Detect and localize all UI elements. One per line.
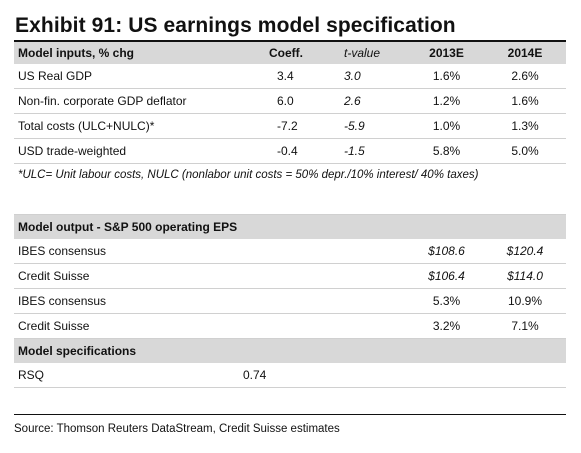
value-2013e: $108.6: [409, 239, 484, 264]
row-label: RSQ: [14, 363, 239, 388]
header-model-inputs: Model inputs, % chg: [14, 42, 239, 64]
source-note: Source: Thomson Reuters DataStream, Cred…: [14, 423, 340, 435]
section-model-specifications: Model specifications: [14, 338, 566, 363]
table-row: Non-fin. corporate GDP deflator 6.0 2.6 …: [14, 88, 566, 114]
rsq-value: 0.74: [239, 363, 314, 388]
tvalue-value: -1.5: [314, 138, 409, 164]
value-2013e: 1.6%: [409, 64, 484, 89]
coeff-value: -0.4: [239, 138, 314, 164]
section-header-row: Model output - S&P 500 operating EPS: [14, 214, 566, 239]
row-label: IBES consensus: [14, 239, 239, 264]
section-header-row: Model specifications: [14, 338, 566, 363]
row-label: Total costs (ULC+NULC)*: [14, 113, 239, 139]
value-2013e: 5.3%: [409, 288, 484, 314]
earnings-model-table: Model inputs, % chg Coeff. t-value 2013E…: [14, 42, 566, 388]
value-2013e: 1.0%: [409, 113, 484, 139]
value-2013e: $106.4: [409, 263, 484, 289]
value-2014e: 5.0%: [484, 138, 566, 164]
tvalue-value: -5.9: [314, 113, 409, 139]
row-label: US Real GDP: [14, 64, 239, 89]
value-2013e: 3.2%: [409, 313, 484, 339]
value-2014e: 2.6%: [484, 64, 566, 89]
table-row: IBES consensus $108.6 $120.4: [14, 239, 566, 264]
value-2013e: 1.2%: [409, 88, 484, 114]
row-label: USD trade-weighted: [14, 138, 239, 164]
value-2014e: 10.9%: [484, 288, 566, 314]
table-row: USD trade-weighted -0.4 -1.5 5.8% 5.0%: [14, 138, 566, 164]
table-header-row: Model inputs, % chg Coeff. t-value 2013E…: [14, 42, 566, 64]
table-row: US Real GDP 3.4 3.0 1.6% 2.6%: [14, 64, 566, 89]
table-row: RSQ 0.74: [14, 363, 566, 388]
header-2013e: 2013E: [409, 42, 484, 64]
header-tvalue: t-value: [314, 42, 409, 64]
table-row: Total costs (ULC+NULC)* -7.2 -5.9 1.0% 1…: [14, 113, 566, 139]
row-label: IBES consensus: [14, 288, 239, 314]
exhibit-title: Exhibit 91: US earnings model specificat…: [15, 14, 456, 37]
table-row: IBES consensus 5.3% 10.9%: [14, 288, 566, 314]
header-2014e: 2014E: [484, 42, 566, 64]
bottom-rule: [14, 414, 566, 415]
coeff-value: 3.4: [239, 64, 314, 89]
value-2014e: $120.4: [484, 239, 566, 264]
tvalue-value: 2.6: [314, 88, 409, 114]
value-2013e: 5.8%: [409, 138, 484, 164]
value-2014e: 1.6%: [484, 88, 566, 114]
row-label: Credit Suisse: [14, 313, 239, 339]
title-rule: [14, 40, 566, 42]
footnote-row: *ULC= Unit labour costs, NULC (nonlabor …: [14, 163, 566, 215]
tvalue-value: 3.0: [314, 64, 409, 89]
table-row: Credit Suisse $106.4 $114.0: [14, 263, 566, 289]
row-label: Non-fin. corporate GDP deflator: [14, 88, 239, 114]
value-2014e: 7.1%: [484, 313, 566, 339]
coeff-value: -7.2: [239, 113, 314, 139]
footnote-text: *ULC= Unit labour costs, NULC (nonlabor …: [14, 163, 566, 215]
value-2014e: $114.0: [484, 263, 566, 289]
exhibit: Exhibit 91: US earnings model specificat…: [14, 12, 566, 388]
table-row: Credit Suisse 3.2% 7.1%: [14, 313, 566, 339]
header-coeff: Coeff.: [239, 42, 314, 64]
section-model-output: Model output - S&P 500 operating EPS: [14, 214, 566, 239]
row-label: Credit Suisse: [14, 263, 239, 289]
coeff-value: 6.0: [239, 88, 314, 114]
value-2014e: 1.3%: [484, 113, 566, 139]
